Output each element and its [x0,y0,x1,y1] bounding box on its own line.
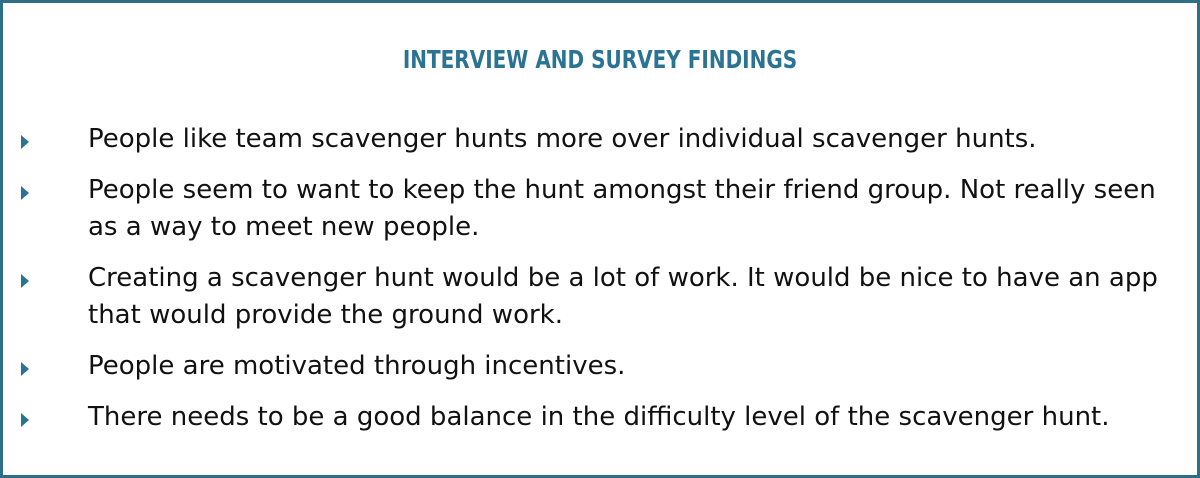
list-item-text: People are motivated through incentives. [88,351,626,381]
triangle-right-icon [21,413,29,427]
triangle-right-icon [21,135,29,149]
triangle-right-icon [21,186,29,200]
list-item: People like team scavenger hunts more ov… [3,121,1197,158]
triangle-right-icon [21,362,29,376]
list-item-text: Creating a scavenger hunt would be a lot… [88,263,1158,330]
list-item-text: People seem to want to keep the hunt amo… [88,175,1156,242]
list-item: There needs to be a good balance in the … [3,399,1197,436]
list-item-text: There needs to be a good balance in the … [88,402,1110,432]
triangle-right-icon [21,274,29,288]
list-item: People seem to want to keep the hunt amo… [3,172,1197,246]
findings-list: People like team scavenger hunts more ov… [3,121,1197,450]
list-item: Creating a scavenger hunt would be a lot… [3,260,1197,334]
list-item: People are motivated through incentives. [3,348,1197,385]
list-item-text: People like team scavenger hunts more ov… [88,124,1037,154]
slide-title: INTERVIEW AND SURVEY FINDINGS [402,45,798,74]
